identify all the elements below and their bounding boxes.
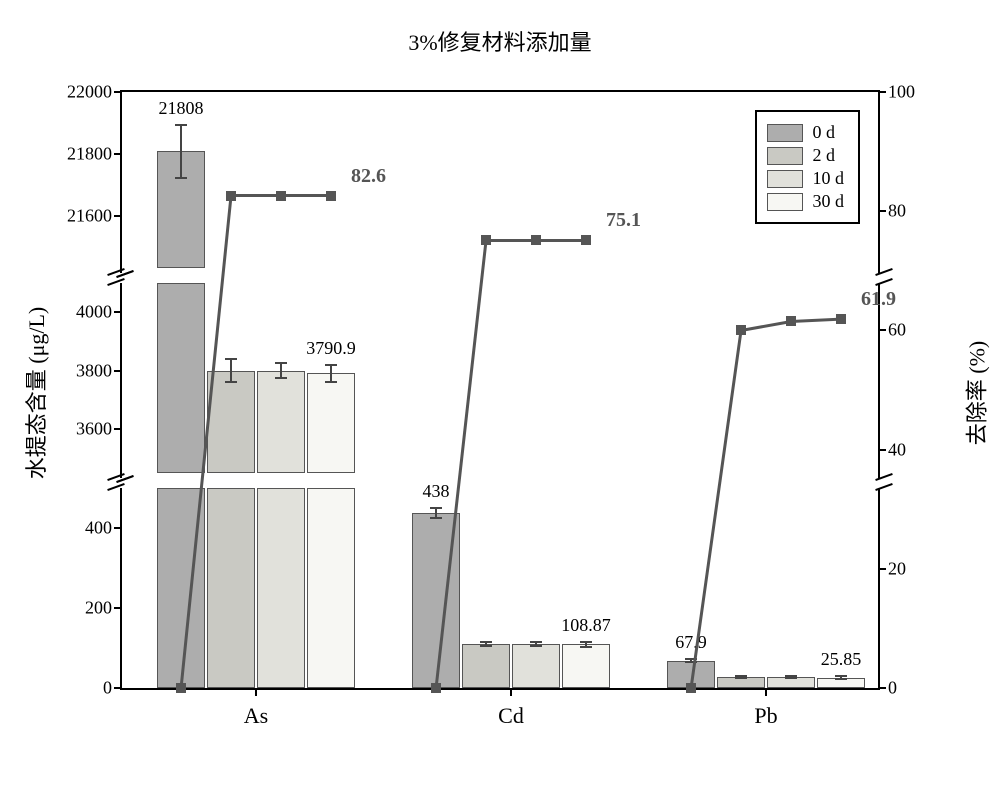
line-segment: [486, 239, 536, 242]
legend-label: 2 d: [813, 145, 836, 166]
line-marker: [226, 191, 236, 201]
bar: [512, 644, 560, 688]
bar: [562, 644, 610, 688]
bar-value-label: 108.87: [561, 615, 611, 636]
line-marker: [531, 235, 541, 245]
legend-label: 10 d: [813, 168, 845, 189]
bar: [307, 373, 355, 473]
bar-value-label: 67.9: [675, 632, 707, 653]
axis-break: [116, 478, 884, 488]
bar-value-label: 3790.9: [306, 338, 356, 359]
legend-label: 0 d: [813, 122, 836, 143]
line-marker: [581, 235, 591, 245]
bar-value-label: 21808: [159, 98, 204, 119]
legend-item: 2 d: [767, 145, 845, 166]
line-segment: [741, 320, 792, 332]
y-axis-left-label: 水提态含量 (μg/L): [19, 306, 51, 479]
line-segment: [281, 194, 331, 197]
y-axis-right-label: 去除率 (%): [959, 340, 991, 444]
bar-value-label: 438: [423, 481, 450, 502]
bar: [307, 488, 355, 688]
line-segment: [231, 194, 281, 197]
line-marker: [481, 235, 491, 245]
plot-area: 0 d2 d10 d30 d 0200400360038004000216002…: [120, 90, 880, 690]
line-marker: [326, 191, 336, 201]
line-marker: [431, 683, 441, 693]
line-marker: [786, 316, 796, 326]
legend: 0 d2 d10 d30 d: [755, 110, 861, 224]
legend-item: 0 d: [767, 122, 845, 143]
bar: [157, 283, 205, 473]
bar: [462, 644, 510, 688]
legend-item: 30 d: [767, 191, 845, 212]
bar-value-label: 25.85: [821, 649, 862, 670]
line-marker: [736, 325, 746, 335]
line-segment: [690, 330, 743, 688]
line-segment: [791, 318, 841, 323]
bar: [257, 488, 305, 688]
bar: [207, 488, 255, 688]
legend-swatch: [767, 170, 803, 188]
line-marker: [686, 683, 696, 693]
line-value-label: 75.1: [606, 209, 641, 232]
axis-break: [116, 273, 884, 283]
line-marker: [836, 314, 846, 324]
bar: [207, 371, 255, 473]
line-segment: [435, 240, 488, 688]
legend-swatch: [767, 147, 803, 165]
legend-item: 10 d: [767, 168, 845, 189]
legend-swatch: [767, 193, 803, 211]
legend-label: 30 d: [813, 191, 845, 212]
line-segment: [536, 239, 586, 242]
legend-swatch: [767, 124, 803, 142]
line-marker: [276, 191, 286, 201]
line-marker: [176, 683, 186, 693]
bar: [257, 371, 305, 473]
chart-title: 3%修复材料添加量: [0, 25, 1000, 57]
line-value-label: 82.6: [351, 165, 386, 188]
line-value-label: 61.9: [861, 288, 896, 311]
